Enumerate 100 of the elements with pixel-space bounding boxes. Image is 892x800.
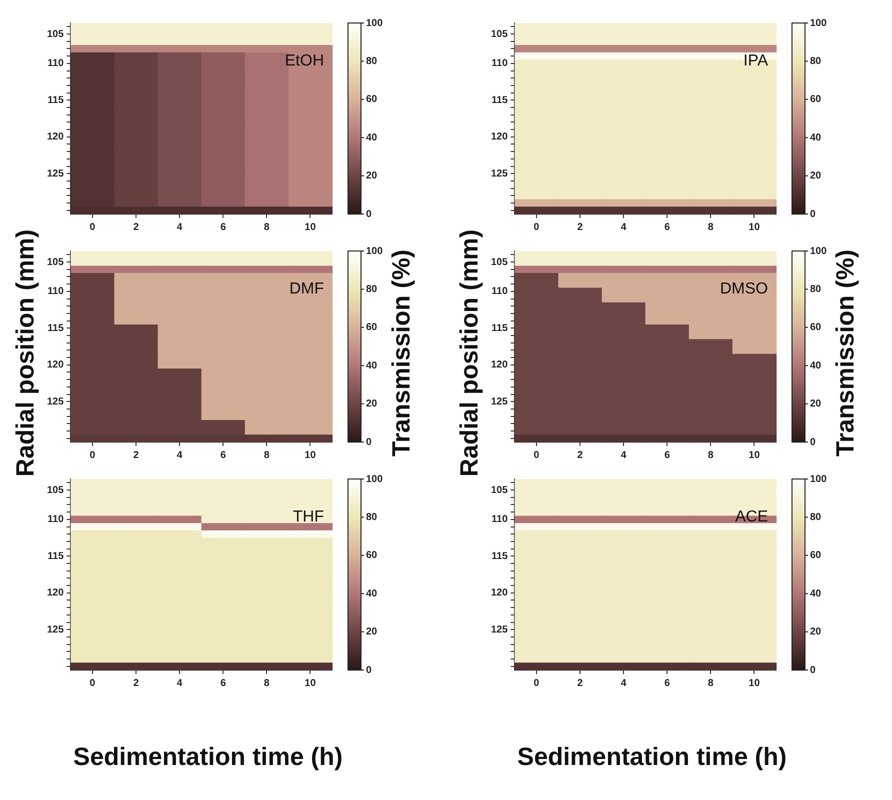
x-tick-label: 0 — [90, 450, 96, 461]
x-tick-label: 0 — [534, 450, 540, 461]
color-bar-label: 40 — [810, 588, 822, 600]
x-axis-title: Sedimentation time (h) — [73, 743, 343, 772]
y-tick-label: 120 — [46, 360, 64, 371]
y-tick-label: 115 — [48, 322, 64, 334]
color-bar-label: 40 — [366, 132, 378, 144]
color-bar-label: 60 — [366, 550, 378, 562]
x-tick-label: 6 — [664, 222, 670, 233]
y-tick-label: 105 — [46, 484, 64, 496]
color-bar-label: 20 — [366, 626, 378, 638]
x-tick-label: 4 — [620, 678, 627, 689]
x-tick-label: 0 — [534, 222, 540, 233]
color-bar-label: 80 — [366, 56, 378, 67]
x-tick-label: 8 — [264, 450, 270, 461]
color-bar-label: 0 — [810, 208, 816, 220]
color-bar-label: 0 — [366, 664, 372, 676]
y-tick-label: 125 — [490, 624, 508, 636]
y-tick-label: 110 — [492, 514, 508, 526]
color-bar-label: 80 — [366, 512, 378, 523]
y-tick-label: 110 — [492, 286, 508, 298]
y-tick-label: 115 — [492, 550, 508, 562]
color-bar-label: 20 — [810, 398, 822, 410]
y-tick-label: 115 — [48, 550, 64, 562]
color-bar-label: 40 — [366, 588, 378, 600]
text: IPA — [743, 52, 768, 70]
color-bar-label: 100 — [810, 474, 828, 485]
color-bar-label: 0 — [810, 664, 816, 676]
color-bar-label: 80 — [810, 284, 822, 295]
y-tick-label: 125 — [46, 624, 64, 636]
y-axis-title: Radial position (mm) — [456, 229, 484, 477]
x-tick-label: 0 — [534, 678, 540, 689]
color-bar-label: 100 — [366, 246, 384, 257]
text: DMSO — [720, 280, 768, 298]
x-tick-label: 10 — [304, 222, 316, 233]
color-bar-label: 0 — [366, 208, 372, 220]
x-tick-label: 4 — [176, 678, 183, 689]
color-bar-label: 40 — [810, 360, 822, 372]
color-bar-label: 0 — [366, 436, 372, 448]
y-tick-label: 110 — [48, 286, 64, 298]
x-tick-label: 2 — [577, 678, 584, 689]
color-bar-title: Transmission (%) — [832, 250, 860, 456]
y-tick-label: 125 — [46, 168, 64, 180]
x-tick-label: 8 — [708, 678, 714, 689]
color-bar-label: 80 — [366, 284, 378, 295]
color-bar-title: Transmission (%) — [388, 250, 416, 456]
color-bar-label: 100 — [366, 18, 384, 29]
x-tick-label: 0 — [90, 222, 96, 233]
x-tick-label: 10 — [748, 222, 760, 233]
x-tick-label: 0 — [90, 678, 96, 689]
color-bar-label: 60 — [366, 322, 378, 334]
y-axis-title: Radial position (mm) — [12, 229, 40, 477]
color-bar-label: 0 — [810, 436, 816, 448]
color-bar-label: 20 — [810, 170, 822, 182]
x-tick-label: 10 — [748, 678, 760, 689]
x-tick-label: 4 — [176, 450, 183, 461]
x-tick-label: 10 — [748, 450, 760, 461]
y-tick-label: 110 — [492, 58, 508, 70]
text: EtOH — [284, 52, 324, 70]
y-tick-label: 125 — [490, 396, 508, 408]
color-bar-label: 100 — [366, 474, 384, 485]
y-tick-label: 110 — [48, 58, 64, 70]
x-tick-label: 4 — [620, 450, 627, 461]
color-bar-label: 20 — [366, 170, 378, 182]
x-tick-label: 2 — [133, 678, 140, 689]
x-tick-label: 2 — [577, 222, 584, 233]
x-tick-label: 6 — [220, 450, 226, 461]
y-tick-label: 120 — [46, 588, 64, 599]
x-tick-label: 10 — [304, 678, 316, 689]
color-bar-label: 40 — [366, 360, 378, 372]
y-tick-label: 120 — [46, 132, 64, 143]
x-tick-label: 4 — [176, 222, 183, 233]
color-bar-label: 100 — [810, 18, 828, 29]
x-tick-label: 6 — [220, 678, 226, 689]
x-tick-label: 4 — [620, 222, 627, 233]
x-tick-label: 8 — [708, 222, 714, 233]
x-tick-label: 6 — [220, 222, 226, 233]
y-tick-label: 120 — [490, 588, 508, 599]
text: THF — [292, 508, 324, 526]
color-bar-label: 60 — [810, 550, 822, 562]
y-tick-label: 105 — [490, 256, 508, 268]
y-tick-label: 105 — [46, 28, 64, 40]
x-tick-label: 2 — [577, 450, 584, 461]
x-tick-label: 10 — [304, 450, 316, 461]
y-tick-label: 110 — [48, 514, 64, 526]
color-bar-label: 80 — [810, 512, 822, 523]
color-bar-label: 40 — [810, 132, 822, 144]
y-tick-label: 120 — [490, 360, 508, 371]
x-tick-label: 8 — [264, 222, 270, 233]
y-tick-label: 115 — [492, 94, 508, 106]
y-tick-label: 105 — [46, 256, 64, 268]
color-bar-label: 60 — [810, 94, 822, 106]
color-bar-label: 60 — [366, 94, 378, 106]
y-tick-label: 115 — [492, 322, 508, 334]
y-tick-label: 105 — [490, 484, 508, 496]
color-bar-label: 80 — [810, 56, 822, 67]
y-tick-label: 115 — [48, 94, 64, 106]
color-bar-label: 100 — [810, 246, 828, 257]
x-axis-title: Sedimentation time (h) — [517, 743, 787, 772]
x-tick-label: 2 — [133, 222, 140, 233]
